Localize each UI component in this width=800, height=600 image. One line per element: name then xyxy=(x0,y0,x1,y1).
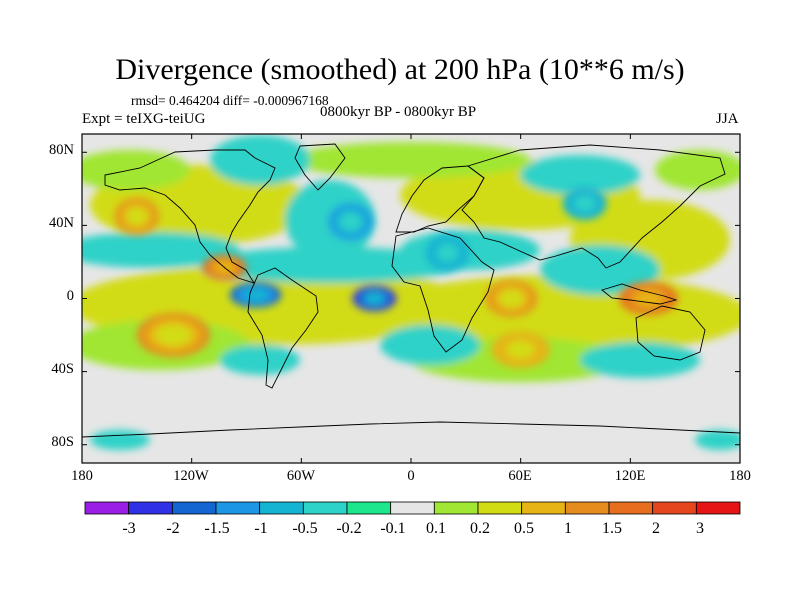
colorbar-box xyxy=(259,501,304,515)
colorbar-label: -2 xyxy=(166,520,180,537)
colorbar-label: 2 xyxy=(652,520,660,537)
lon-label-120e: 120E xyxy=(614,468,646,484)
colorbar-box xyxy=(477,501,523,515)
lon-label-60w: 60W xyxy=(286,468,316,484)
colorbar-label: -1 xyxy=(254,520,268,537)
lat-label-40n: 40N xyxy=(49,215,74,231)
colorbar-label: -1.5 xyxy=(204,520,230,537)
colorbar-label: 1.5 xyxy=(602,520,622,537)
coast-maritime-asia xyxy=(601,283,678,305)
colorbar-box xyxy=(652,501,697,515)
lon-label-180w: 180 xyxy=(71,468,93,484)
lon-label-180e: 180 xyxy=(729,468,751,484)
lat-label-80n: 80N xyxy=(49,142,74,158)
divergence-feature-8 xyxy=(436,243,459,262)
divergence-feature-6 xyxy=(125,207,148,226)
coast-africa xyxy=(391,227,495,353)
colorbar-box xyxy=(128,501,173,515)
colorbar-label: 3 xyxy=(696,520,704,537)
divergence-feature-1 xyxy=(242,288,269,302)
colorbar-label: 0.1 xyxy=(426,520,446,537)
colorbar-box xyxy=(390,501,435,515)
colorbar-label: 0.5 xyxy=(514,520,534,537)
lat-label-0: 0 xyxy=(66,288,74,304)
experiment-label: Expt = teIXG-teiUG xyxy=(82,111,206,127)
lon-label-60e: 60E xyxy=(508,468,532,484)
colorbar-label: -0.2 xyxy=(336,520,362,537)
colorbar-box xyxy=(215,501,261,515)
chart-title: Divergence (smoothed) at 200 hPa (10**6 … xyxy=(115,53,685,86)
colorbar-box xyxy=(695,501,741,515)
colorbar-box xyxy=(346,501,392,515)
divergence-feature-9 xyxy=(155,324,192,347)
lon-label-0: 0 xyxy=(407,468,415,484)
colorbar-label: -3 xyxy=(122,520,136,537)
colorbar-box xyxy=(564,501,610,515)
colorbar-box xyxy=(302,501,348,515)
divergence-feature-5 xyxy=(339,212,362,231)
colorbar xyxy=(84,501,741,515)
coastlines xyxy=(82,143,740,438)
colorbar-label: -0.1 xyxy=(380,520,406,537)
season-label: JJA xyxy=(716,111,739,127)
coast-north-america xyxy=(104,149,276,284)
colorbar-box xyxy=(171,501,217,515)
coast-asia xyxy=(461,144,726,269)
lat-label-40s: 40S xyxy=(51,361,74,377)
lat-label-80s: 80S xyxy=(51,434,74,450)
coast-antarctica xyxy=(82,421,740,438)
colorbar-label: 1 xyxy=(564,520,572,537)
divergence-feature-7 xyxy=(573,195,596,212)
colorbar-label: 0.2 xyxy=(470,520,490,537)
period-label: 0800kyr BP - 0800kyr BP xyxy=(320,104,477,120)
coast-greenland xyxy=(294,143,346,191)
lon-label-120w: 120W xyxy=(173,468,209,484)
stats-text: rmsd= 0.464204 diff= -0.000967168 xyxy=(131,93,329,108)
coast-south-america xyxy=(247,267,319,389)
divergence-feature-10 xyxy=(506,340,536,359)
coast-australia xyxy=(635,305,706,361)
colorbar-box xyxy=(84,501,130,515)
colorbar-box xyxy=(521,501,566,515)
divergence-feature-4 xyxy=(498,289,525,308)
divergence-feature-0 xyxy=(363,292,386,305)
divergence-field xyxy=(82,135,740,450)
colorbar-box xyxy=(608,501,654,515)
colorbar-box xyxy=(433,501,479,515)
colorbar-label: -0.5 xyxy=(292,520,318,537)
